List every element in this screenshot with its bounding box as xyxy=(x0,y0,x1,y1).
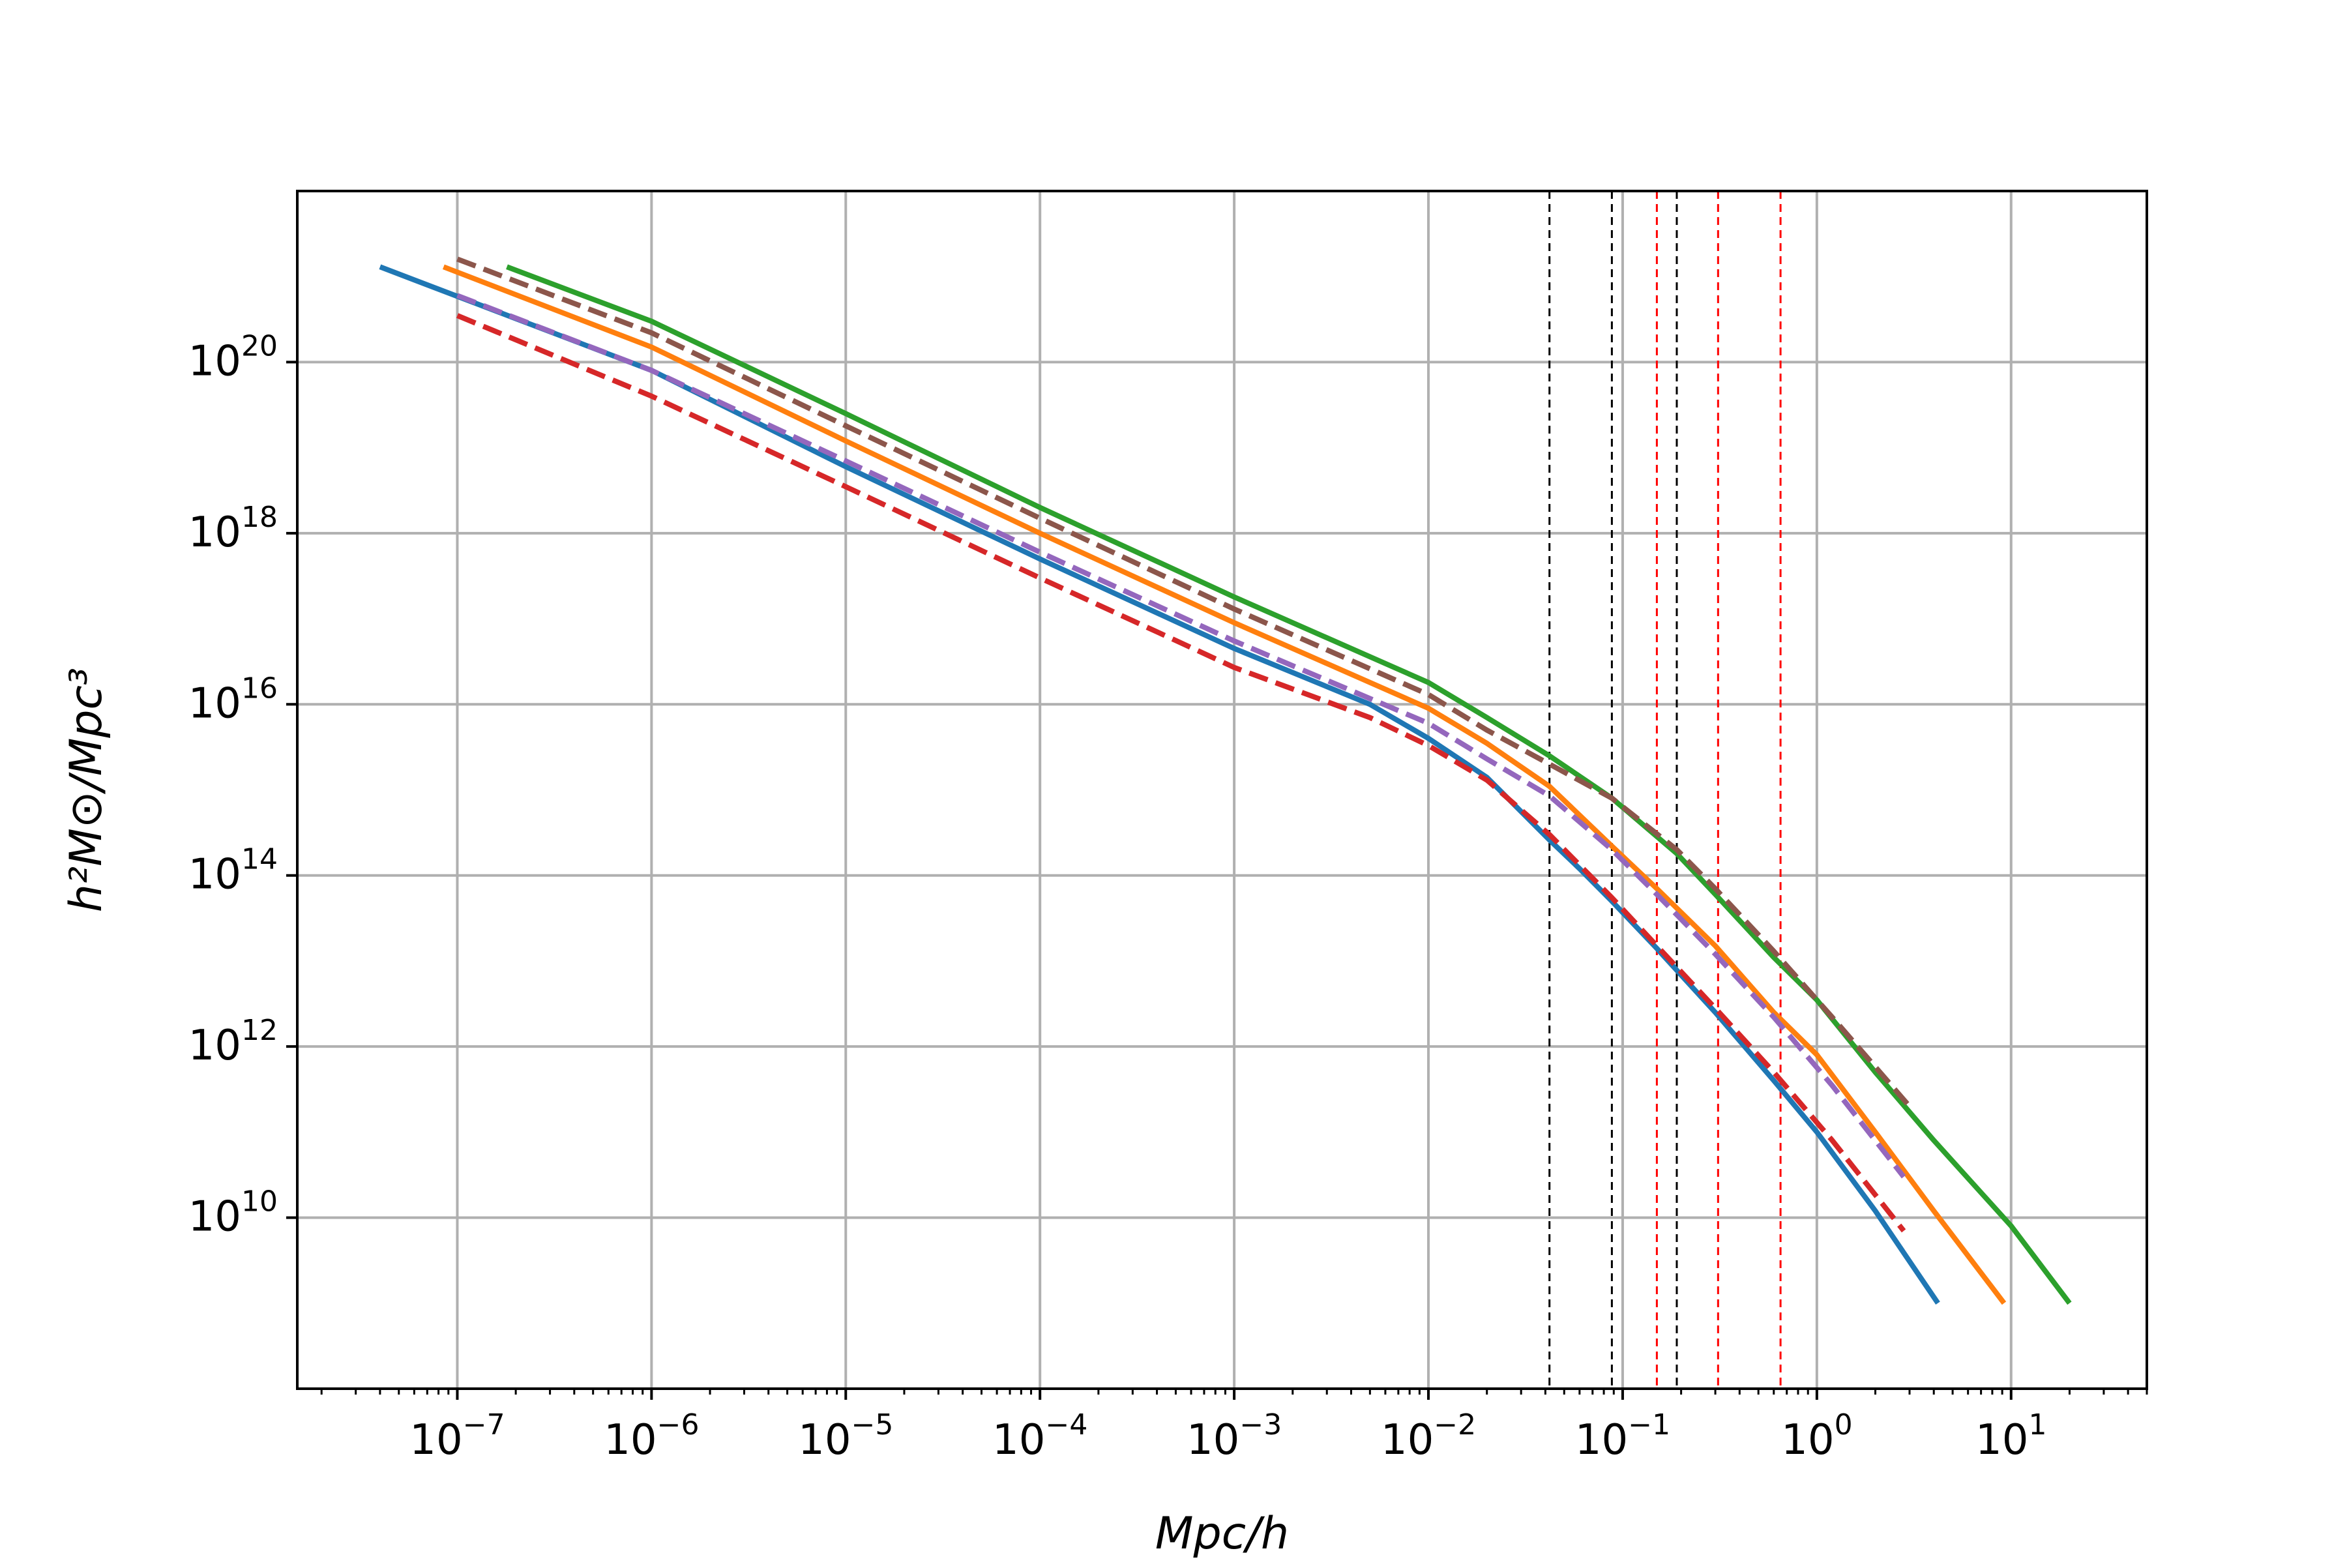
grid-layer xyxy=(297,191,2147,1389)
series-line-1 xyxy=(379,264,1940,1305)
x-tick-label-exponent: −7 xyxy=(463,1408,505,1442)
x-tick-label: 101 xyxy=(1975,1408,2046,1464)
x-tick-label-base: 10 xyxy=(604,1416,657,1464)
y-tick-label-base: 10 xyxy=(188,1193,241,1241)
y-tick-label-base: 10 xyxy=(188,1022,241,1070)
x-tick-label-base: 10 xyxy=(798,1416,851,1464)
tick-layer xyxy=(286,361,2148,1400)
x-tick-label-exponent: −5 xyxy=(851,1408,894,1442)
x-tick-label-exponent: −4 xyxy=(1045,1408,1087,1442)
y-tick-label-exponent: 14 xyxy=(241,843,278,876)
y-tick-label-base: 10 xyxy=(188,509,241,557)
y-tick-label-base: 10 xyxy=(188,851,241,899)
y-tick-label: 1016 xyxy=(188,672,278,728)
x-tick-label-base: 10 xyxy=(1381,1416,1434,1464)
x-tick-label-exponent: −6 xyxy=(657,1408,700,1442)
x-tick-label-base: 10 xyxy=(1187,1416,1239,1464)
x-tick-label-base: 10 xyxy=(1975,1416,2028,1464)
plot-frame xyxy=(296,190,2148,1390)
x-tick-label-exponent: −3 xyxy=(1239,1408,1282,1442)
x-tick-label: 10−2 xyxy=(1381,1408,1476,1464)
series-line-6 xyxy=(456,256,1912,1108)
x-tick-label-exponent: 0 xyxy=(1835,1408,1853,1442)
y-axis-label: h²M⊙/Mpc³ xyxy=(61,668,112,912)
x-tick-label-base: 10 xyxy=(409,1416,462,1464)
y-tick-label-base: 10 xyxy=(188,679,241,728)
y-tick-label-base: 10 xyxy=(188,337,241,385)
y-tick-label: 1020 xyxy=(188,329,278,385)
series-layer xyxy=(379,256,2072,1305)
y-tick-label-exponent: 20 xyxy=(241,329,278,362)
y-tick-label: 1010 xyxy=(188,1185,278,1241)
x-tick-label-base: 10 xyxy=(992,1416,1045,1464)
y-tick-label-exponent: 16 xyxy=(241,672,278,705)
label-layer: 10−7 10−6 10−5 10−4 10−3 10−2 10−1 100 101101010… xyxy=(188,329,2047,1464)
x-tick-label: 10−5 xyxy=(798,1408,893,1464)
series-line-5 xyxy=(456,293,1906,1179)
x-tick-label: 10−7 xyxy=(409,1408,505,1464)
x-tick-label: 10−4 xyxy=(992,1408,1087,1464)
y-tick-label: 1018 xyxy=(188,501,278,557)
x-tick-label: 10−3 xyxy=(1187,1408,1282,1464)
x-axis-label: Mpc/h xyxy=(1155,1508,1289,1560)
x-tick-label-exponent: −2 xyxy=(1434,1408,1476,1442)
y-tick-label-exponent: 18 xyxy=(241,501,278,534)
y-tick-label: 1014 xyxy=(188,843,278,899)
series-line-2 xyxy=(442,264,2007,1305)
y-tick-label-exponent: 10 xyxy=(241,1185,278,1219)
x-tick-label-base: 10 xyxy=(1575,1416,1628,1464)
x-tick-label: 100 xyxy=(1781,1408,1852,1464)
x-tick-label-exponent: 1 xyxy=(2028,1408,2046,1442)
y-tick-label: 1012 xyxy=(188,1014,278,1070)
x-tick-label-exponent: −1 xyxy=(1628,1408,1670,1442)
x-tick-label: 10−6 xyxy=(604,1408,699,1464)
y-tick-label-exponent: 12 xyxy=(241,1014,278,1047)
series-line-4 xyxy=(456,313,1906,1233)
x-tick-label-base: 10 xyxy=(1781,1416,1834,1464)
vline-layer xyxy=(1548,191,1782,1389)
x-tick-label: 10−1 xyxy=(1575,1408,1670,1464)
